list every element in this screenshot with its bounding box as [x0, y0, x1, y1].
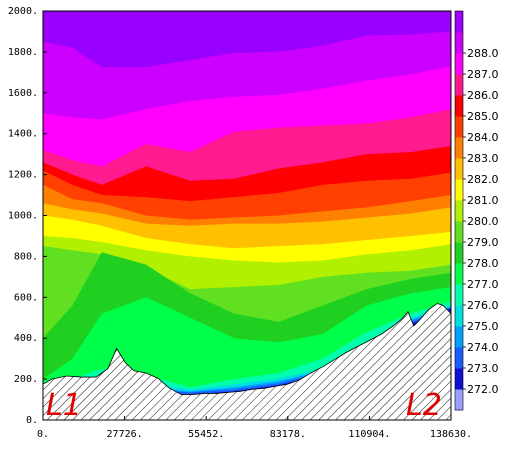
- y-tick-label: 0.: [26, 415, 38, 426]
- colorbar-swatch: [455, 95, 463, 117]
- colorbar-swatch: [455, 368, 463, 390]
- colorbar: 272.0 273.0 274.0 275.0 276.0 277.0 278.0 279.0…: [454, 10, 499, 411]
- y-tick-label: 2000.: [8, 6, 38, 17]
- section-label-left: L1: [46, 388, 82, 423]
- colorbar-tick-label: 288.0: [467, 47, 499, 60]
- colorbar-swatch: [455, 53, 463, 75]
- colorbar-tick-label: 287.0: [467, 68, 499, 81]
- colorbar-swatch: [455, 347, 463, 369]
- colorbar-tick-label: 285.0: [467, 110, 499, 123]
- colorbar-tick-label: 275.0: [467, 320, 499, 333]
- colorbar-tick-label: 286.0: [467, 89, 499, 102]
- x-tick-label: 83178.: [270, 429, 306, 440]
- colorbar-swatch: [455, 200, 463, 222]
- x-tick-label: 138630.: [430, 429, 472, 440]
- colorbar-tick-label: 272.0: [467, 383, 499, 396]
- colorbar-tick-label: 278.0: [467, 257, 499, 270]
- colorbar-swatch: [455, 32, 463, 54]
- colorbar-tick-label: 282.0: [467, 173, 499, 186]
- x-tick-label: 27726.: [107, 429, 143, 440]
- colorbar-tick-label: 279.0: [467, 236, 499, 249]
- plot-area: [43, 11, 451, 420]
- axes: 0. 200. 400. 600. 800. 1000. 1200. 1400. 1600. 18…: [8, 6, 472, 440]
- colorbar-tick-label: 277.0: [467, 278, 499, 291]
- y-tick-label: 800.: [14, 251, 38, 262]
- colorbar-swatch: [455, 263, 463, 285]
- colorbar-swatch: [455, 326, 463, 348]
- x-tick-label: 0.: [37, 429, 49, 440]
- y-tick-label: 200.: [14, 374, 38, 385]
- colorbar-swatch: [455, 11, 463, 33]
- colorbar-tick-label: 283.0: [467, 152, 499, 165]
- y-tick-label: 1200.: [8, 170, 38, 181]
- colorbar-swatch: [455, 221, 463, 243]
- colorbar-tick-label: 276.0: [467, 299, 499, 312]
- colorbar-tick-label: 284.0: [467, 131, 499, 144]
- colorbar-swatch: [455, 389, 463, 411]
- colorbar-tick-label: 280.0: [467, 215, 499, 228]
- section-label-right: L2: [406, 388, 442, 423]
- y-tick-label: 1400.: [8, 129, 38, 140]
- y-tick-label: 1800.: [8, 47, 38, 58]
- colorbar-frame: [454, 10, 464, 411]
- colorbar-swatch: [455, 242, 463, 264]
- colorbar-swatch: [455, 305, 463, 327]
- y-tick-label: 400.: [14, 333, 38, 344]
- colorbar-swatch: [455, 179, 463, 201]
- y-tick-label: 1600.: [8, 88, 38, 99]
- x-tick-label: 55452.: [188, 429, 224, 440]
- colorbar-swatch: [455, 116, 463, 138]
- y-tick-label: 600.: [14, 292, 38, 303]
- colorbar-swatch: [455, 158, 463, 180]
- colorbar-swatch: [455, 284, 463, 306]
- colorbar-tick-label: 273.0: [467, 362, 499, 375]
- colorbar-swatch: [455, 74, 463, 96]
- colorbar-swatch: [455, 137, 463, 159]
- colorbar-tick-label: 274.0: [467, 341, 499, 354]
- terrain: [43, 302, 451, 420]
- colorbar-tick-label: 281.0: [467, 194, 499, 207]
- x-tick-label: 110904.: [348, 429, 390, 440]
- y-tick-label: 1000.: [8, 211, 38, 222]
